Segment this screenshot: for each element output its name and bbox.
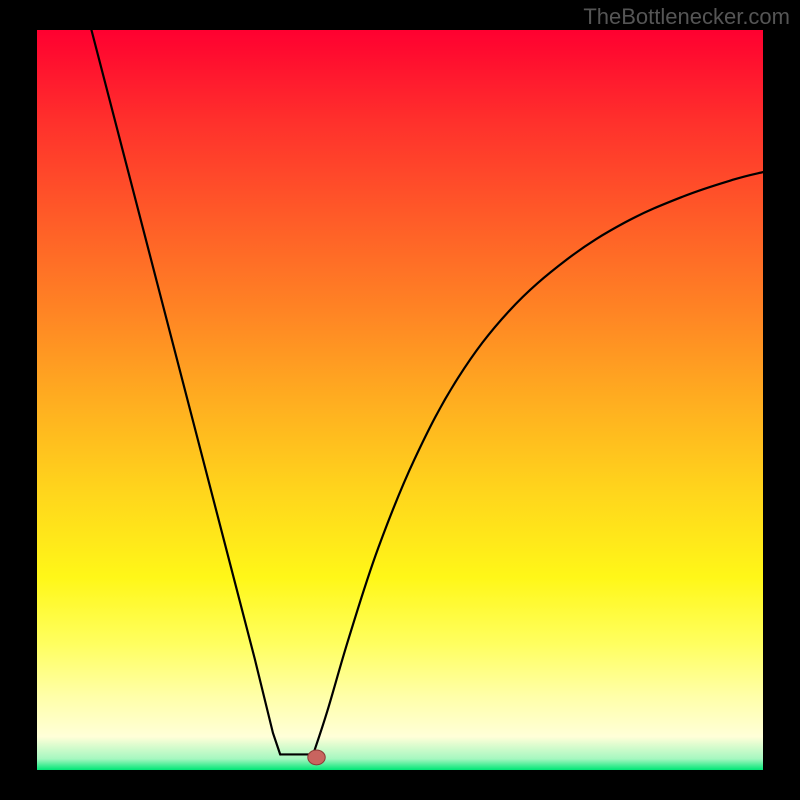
curve-layer [37, 30, 763, 770]
curve-left-branch [91, 30, 280, 754]
curve-right-branch [313, 172, 763, 755]
watermark-text: TheBottlenecker.com [583, 4, 790, 30]
plot-area [37, 30, 763, 770]
chart-container: TheBottlenecker.com [0, 0, 800, 800]
min-point-marker [308, 750, 325, 765]
